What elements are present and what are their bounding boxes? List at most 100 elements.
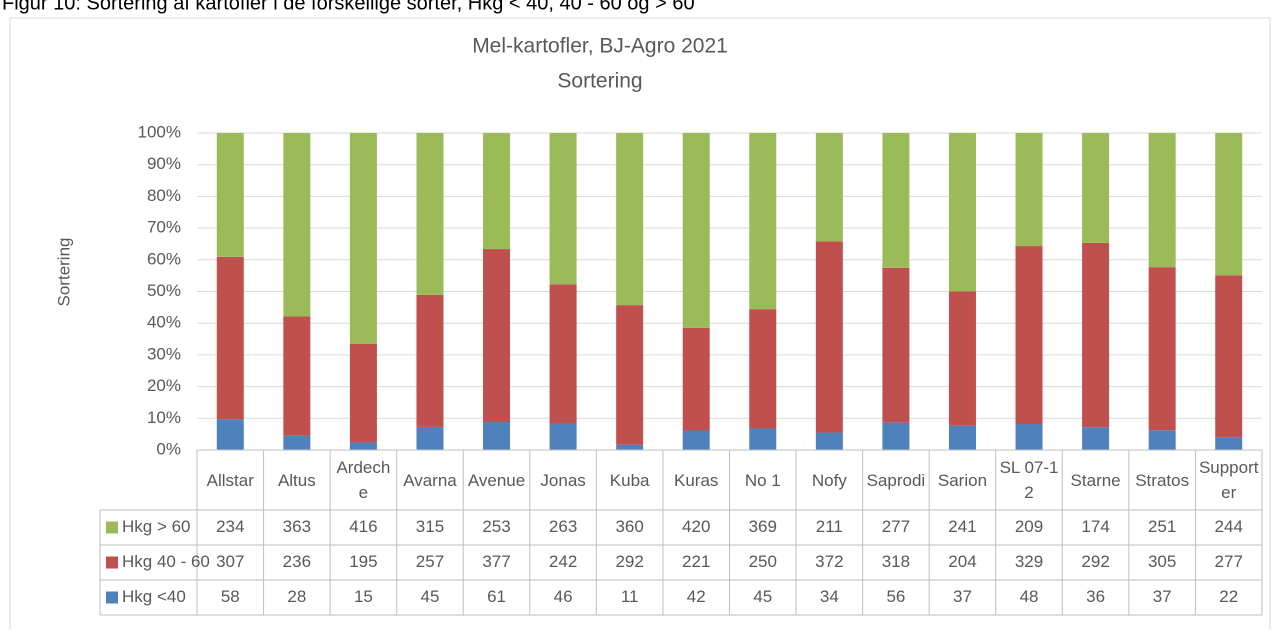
- table-value: 34: [820, 587, 839, 606]
- table-value: 28: [287, 587, 306, 606]
- table-value: 37: [953, 587, 972, 606]
- table-value: 360: [615, 517, 643, 536]
- bar-segment: [349, 133, 377, 344]
- bar-segment: [549, 423, 577, 450]
- bar-segment: [483, 133, 511, 250]
- legend-key: [106, 521, 118, 534]
- table-value: 318: [882, 552, 910, 571]
- x-tick-label: Saprodi: [866, 470, 926, 490]
- table-value: 292: [615, 552, 643, 571]
- bar-segment: [1082, 242, 1110, 428]
- legend-label: Hkg <40: [122, 587, 186, 606]
- x-tick-label-box: Supporter: [1198, 458, 1259, 502]
- x-tick-label-box: Altus: [277, 470, 316, 490]
- y-tick-label: 30%: [147, 344, 181, 363]
- x-tick-label: No 1: [744, 470, 781, 490]
- x-tick-label-box: Starne: [1070, 470, 1121, 490]
- x-tick-label: Kuba: [609, 470, 650, 490]
- table-value: 56: [886, 587, 905, 606]
- bar-segment: [1148, 133, 1176, 268]
- table-value: 277: [882, 517, 910, 536]
- bar-segment: [948, 291, 976, 426]
- bar-segment: [616, 133, 644, 306]
- bar-segment: [1082, 427, 1110, 450]
- bar-segment: [1015, 133, 1043, 247]
- bar-segment: [483, 422, 511, 450]
- bar-segment: [283, 133, 311, 317]
- bar-segment: [483, 249, 511, 423]
- table-value: 209: [1015, 517, 1043, 536]
- legend-key: [106, 591, 118, 604]
- x-tick-label: Nofy: [811, 470, 847, 490]
- x-tick-label-box: Kuba: [609, 470, 650, 490]
- bar-segment: [283, 316, 311, 436]
- chart-title: Mel-kartofler, BJ-Agro 2021: [472, 35, 728, 58]
- y-tick-label: 50%: [147, 281, 181, 300]
- x-tick-label: Supporter: [1198, 458, 1259, 502]
- x-tick-label: Altus: [277, 470, 316, 490]
- bar-segment: [749, 133, 777, 310]
- bar-segment: [882, 267, 910, 423]
- bar-segment: [682, 133, 710, 328]
- table-value: 58: [221, 587, 240, 606]
- table-value: 253: [482, 517, 510, 536]
- chart-subtitle: Sortering: [557, 70, 642, 93]
- table-value: 37: [1153, 587, 1172, 606]
- x-tick-label-box: Kuras: [674, 470, 719, 490]
- table-value: 420: [682, 517, 710, 536]
- bar-segment: [283, 435, 311, 450]
- y-axis-label: Sortering: [54, 238, 73, 307]
- table-value: 204: [948, 552, 976, 571]
- x-tick-label-box: No 1: [744, 470, 781, 490]
- bar-segment: [616, 305, 644, 445]
- bar-segment: [815, 133, 843, 242]
- x-tick-label: Ardeche: [336, 458, 391, 502]
- x-tick-label: Stratos: [1135, 470, 1190, 490]
- table-value: 369: [749, 517, 777, 536]
- table-value: 234: [216, 517, 244, 536]
- y-tick-label: 80%: [147, 186, 181, 205]
- legend-key: [106, 556, 118, 569]
- bar-segment: [1148, 267, 1176, 431]
- table-value: 236: [283, 552, 311, 571]
- x-tick-label-box: Saprodi: [866, 470, 926, 490]
- table-value: 263: [549, 517, 577, 536]
- table-value: 277: [1215, 552, 1243, 571]
- x-tick-label-box: Sarion: [938, 471, 987, 490]
- x-tick-label: Kuras: [674, 470, 719, 490]
- y-tick-label: 10%: [147, 408, 181, 427]
- bar-segment: [1015, 246, 1043, 425]
- bar-segment: [216, 133, 244, 257]
- bar-segment: [682, 327, 710, 431]
- table-value: 46: [554, 587, 573, 606]
- bar-segment: [882, 133, 910, 268]
- bar-segment: [549, 284, 577, 424]
- x-tick-label-box: SL 07-12: [1000, 458, 1059, 502]
- table-value: 416: [349, 517, 377, 536]
- bar-segment: [948, 133, 976, 292]
- caption: Figur 10: Sortering af kartofler i de fo…: [2, 0, 695, 14]
- x-tick-label-box: Allstar: [207, 471, 254, 490]
- bar-segment: [416, 133, 444, 295]
- bar-segment: [1215, 275, 1243, 438]
- x-tick-label-box: Nofy: [811, 470, 847, 490]
- bar-segment: [216, 419, 244, 450]
- x-tick-label: Starne: [1070, 470, 1121, 490]
- x-tick-label-box: Avenue: [467, 470, 526, 490]
- bar-segment: [416, 294, 444, 427]
- table-value: 372: [815, 552, 843, 571]
- bar-segment: [948, 425, 976, 450]
- table-value: 257: [416, 552, 444, 571]
- table-value: 251: [1148, 517, 1176, 536]
- y-tick-label: 40%: [147, 313, 181, 332]
- table-value: 45: [753, 587, 772, 606]
- y-tick-label: 20%: [147, 376, 181, 395]
- y-tick-label: 100%: [138, 122, 181, 141]
- y-tick-label: 90%: [147, 154, 181, 173]
- bar-segment: [349, 343, 377, 443]
- bar-segment: [216, 256, 244, 420]
- x-tick-label: Avenue: [467, 470, 526, 490]
- bar-segment: [1082, 133, 1110, 243]
- table-value: 61: [487, 587, 506, 606]
